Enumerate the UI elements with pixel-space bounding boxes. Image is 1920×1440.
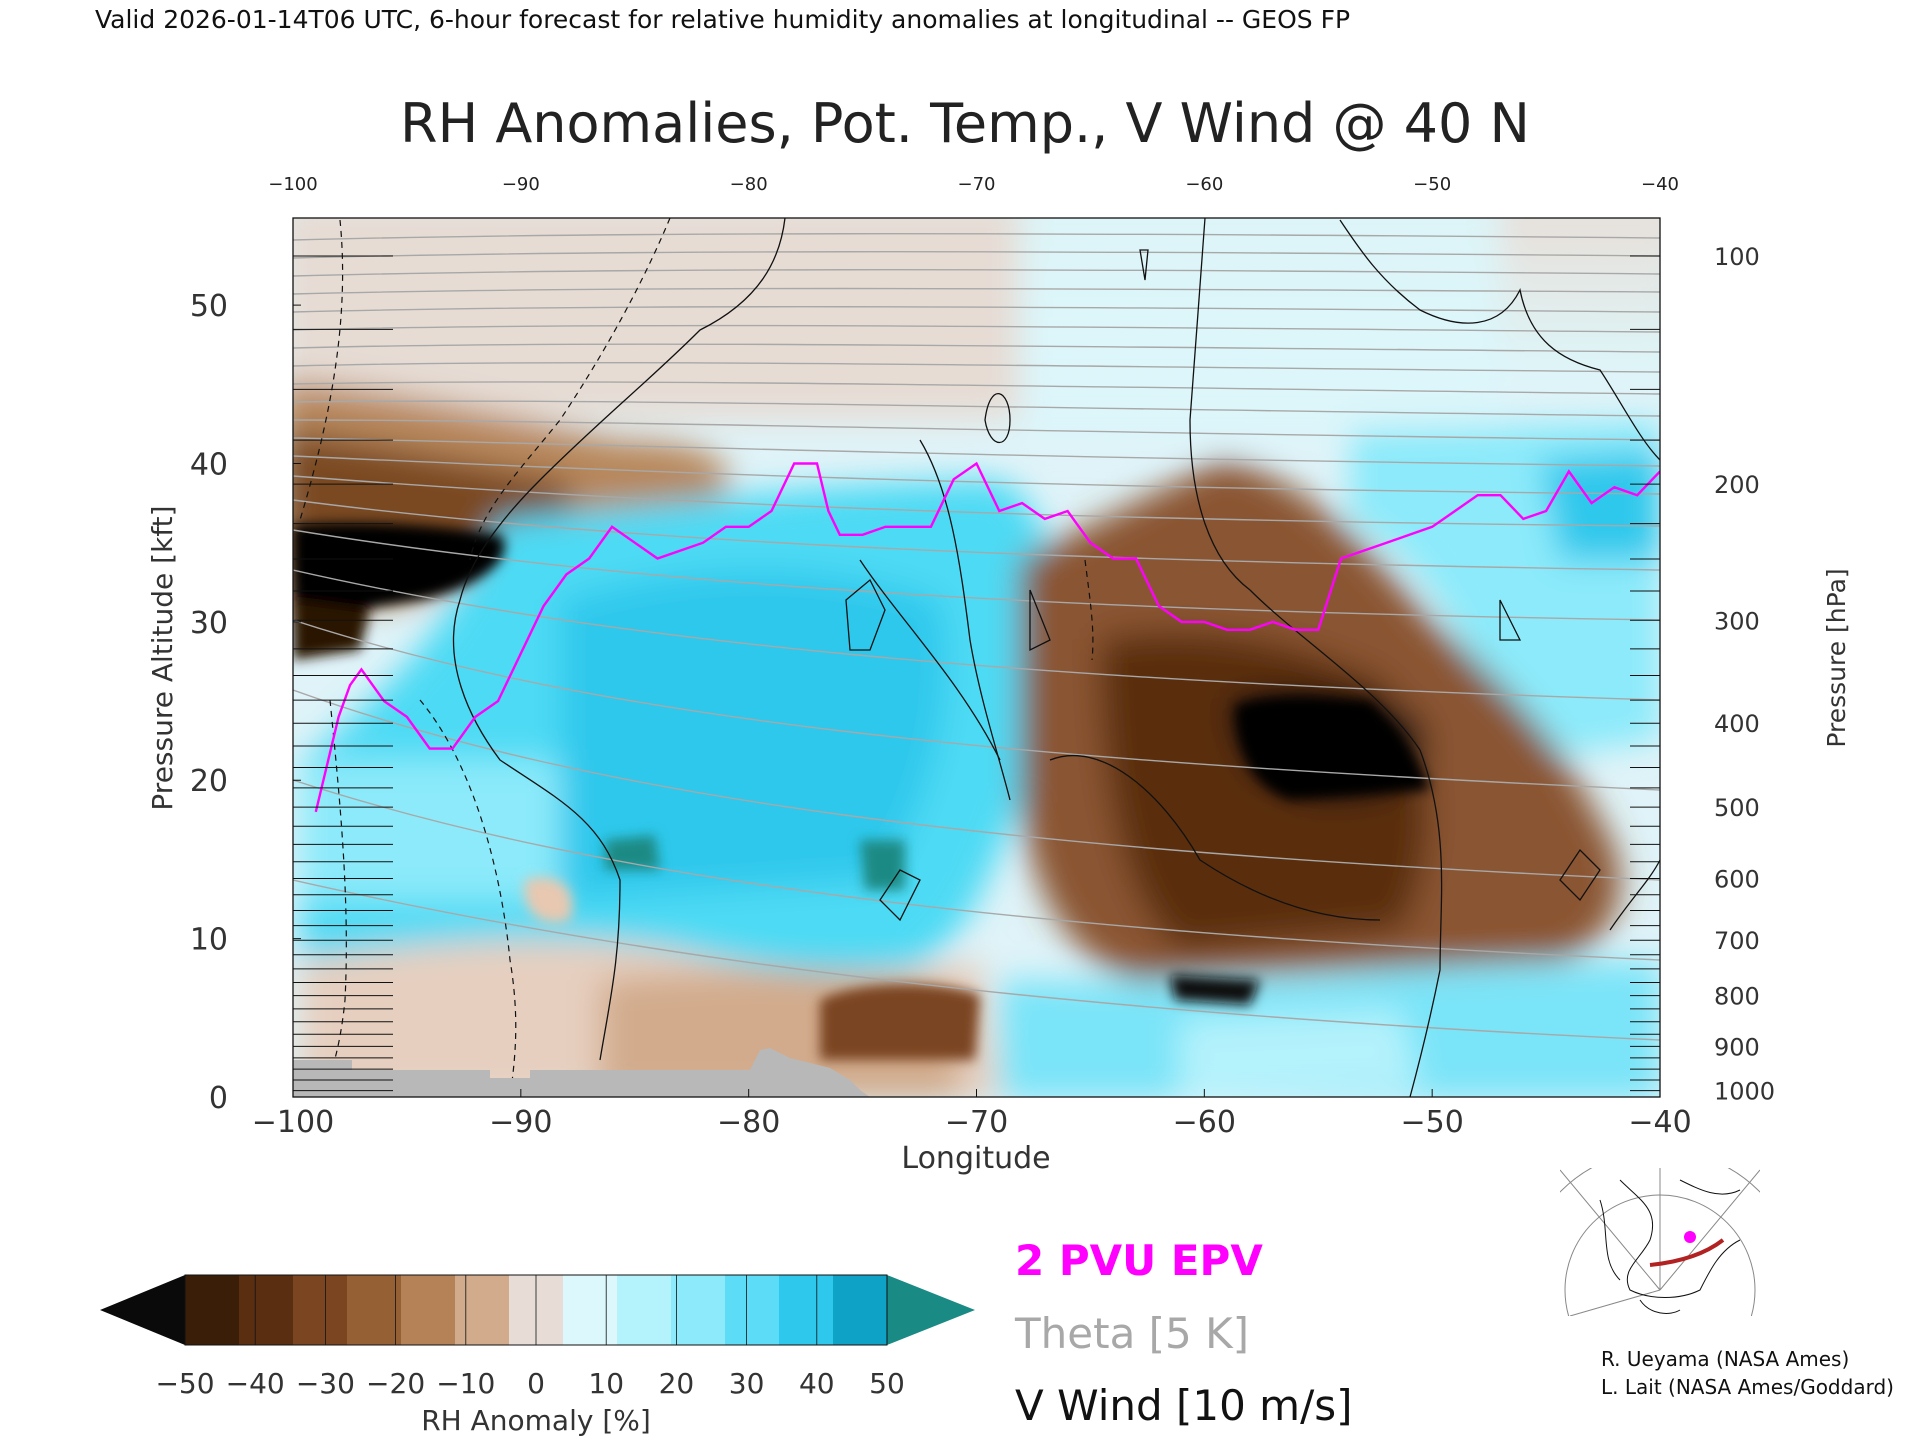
y-axis-label-right: Pressure [hPa] [1822, 568, 1851, 747]
locator-section-arc [1649, 1238, 1725, 1267]
legend: 2 PVU EPV Theta [5 K] V Wind [10 m/s] [1014, 1236, 1353, 1430]
x-tick-label: −100 [252, 1105, 334, 1140]
colorbar-cell [563, 1275, 618, 1345]
x-tick-label: −50 [1401, 1105, 1464, 1140]
terrain-mask [293, 1048, 870, 1097]
top-tick-label: −40 [1641, 174, 1679, 195]
colorbar-over-triangle [887, 1275, 975, 1345]
colorbar-tick-label: 50 [869, 1367, 905, 1400]
pressure-tick-label: 200 [1714, 471, 1760, 499]
top-tick-label: −50 [1413, 174, 1451, 195]
epv-2pvu-line [314, 461, 1660, 813]
colorbar-cell [185, 1275, 240, 1345]
y-axis-label: Pressure Altitude [kft] [146, 505, 179, 810]
top-tick-label: −90 [502, 174, 540, 195]
y-tick-label: 50 [190, 289, 228, 324]
y-tick-label: 40 [190, 447, 228, 482]
y-tick-label: 10 [190, 923, 228, 958]
colorbar-tick-label: −50 [155, 1367, 214, 1400]
y-tick-label: 30 [190, 606, 228, 641]
credit-line-1: R. Ueyama (NASA Ames) [1601, 1347, 1850, 1371]
pressure-tick-label: 500 [1714, 794, 1760, 822]
colorbar-cell [725, 1275, 780, 1345]
colorbar-tick-label: −20 [366, 1367, 425, 1400]
x-tick-label: −40 [1628, 1105, 1691, 1140]
colorbar: −50 −40 −30 −20 −10 0 10 20 30 40 50 RH Anomaly [%… [100, 1274, 975, 1437]
colorbar-cell [617, 1275, 672, 1345]
vwind-negative-contours [299, 218, 1094, 1097]
colorbar-tick-label: 20 [659, 1367, 695, 1400]
legend-vwind: V Wind [10 m/s] [1015, 1381, 1353, 1430]
colorbar-cell [671, 1275, 726, 1345]
locator-point [1684, 1231, 1696, 1243]
pressure-tick-label: 300 [1714, 607, 1760, 635]
top-axis: −100 −90 −80 −70 −60 −50 −40 [268, 174, 1679, 195]
header-text: Valid 2026-01-14T06 UTC, 6-hour forecast… [95, 5, 1350, 34]
colorbar-cell [293, 1275, 348, 1345]
colorbar-tick-label: −30 [296, 1367, 355, 1400]
pressure-tick-label: 700 [1714, 927, 1760, 955]
colorbar-cell [347, 1275, 402, 1345]
pressure-axis: 100 200 300 400 500 600 700 800 900 1000 [1714, 243, 1775, 1106]
colorbar-tick-label: −40 [226, 1367, 285, 1400]
pressure-tick-label: 1000 [1714, 1078, 1775, 1106]
y-tick-label: 0 [209, 1081, 228, 1116]
y-tick-label: 20 [190, 764, 228, 799]
x-tick-label: −60 [1173, 1105, 1236, 1140]
x-tick-label: −90 [489, 1105, 552, 1140]
legend-epv: 2 PVU EPV [1015, 1236, 1263, 1285]
top-tick-label: −100 [268, 174, 317, 195]
pressure-tick-label: 900 [1714, 1033, 1760, 1061]
chart-title: RH Anomalies, Pot. Temp., V Wind @ 40 N [400, 92, 1530, 155]
x-tick-label: −80 [717, 1105, 780, 1140]
vwind-contours [452, 218, 1660, 1097]
top-tick-label: −70 [958, 174, 996, 195]
pressure-tick-label: 600 [1714, 865, 1760, 893]
colorbar-tick-label: 30 [729, 1367, 765, 1400]
pressure-tick-label: 400 [1714, 710, 1760, 738]
colorbar-cell [401, 1275, 456, 1345]
x-axis: −100 −90 −80 −70 −60 −50 −40 [252, 1089, 1692, 1140]
pressure-tick-lines [293, 255, 1660, 1092]
x-axis-label: Longitude [901, 1141, 1050, 1176]
locator-map [1560, 1168, 1760, 1316]
pressure-tick-label: 100 [1714, 243, 1760, 271]
top-tick-label: −80 [730, 174, 768, 195]
theta-contours [293, 233, 1660, 1041]
colorbar-cell [779, 1275, 834, 1345]
plot-area [292, 217, 1661, 1098]
pressure-tick-label: 800 [1714, 983, 1760, 1011]
colorbar-cell [239, 1275, 294, 1345]
colorbar-tick-label: 0 [527, 1367, 545, 1400]
credit-line-2: L. Lait (NASA Ames/Goddard) [1601, 1375, 1894, 1399]
legend-theta: Theta [5 K] [1014, 1309, 1249, 1358]
colorbar-under-triangle [100, 1275, 185, 1345]
x-tick-label: −70 [945, 1105, 1008, 1140]
top-tick-label: −60 [1185, 174, 1223, 195]
colorbar-tick-label: 40 [799, 1367, 835, 1400]
colorbar-label: RH Anomaly [%] [421, 1404, 651, 1437]
colorbar-tick-label: −10 [436, 1367, 495, 1400]
colorbar-cell [455, 1275, 510, 1345]
colorbar-cell [833, 1275, 888, 1345]
y-axis: 0 10 20 30 40 50 [190, 289, 301, 1116]
colorbar-tick-label: 10 [588, 1367, 624, 1400]
